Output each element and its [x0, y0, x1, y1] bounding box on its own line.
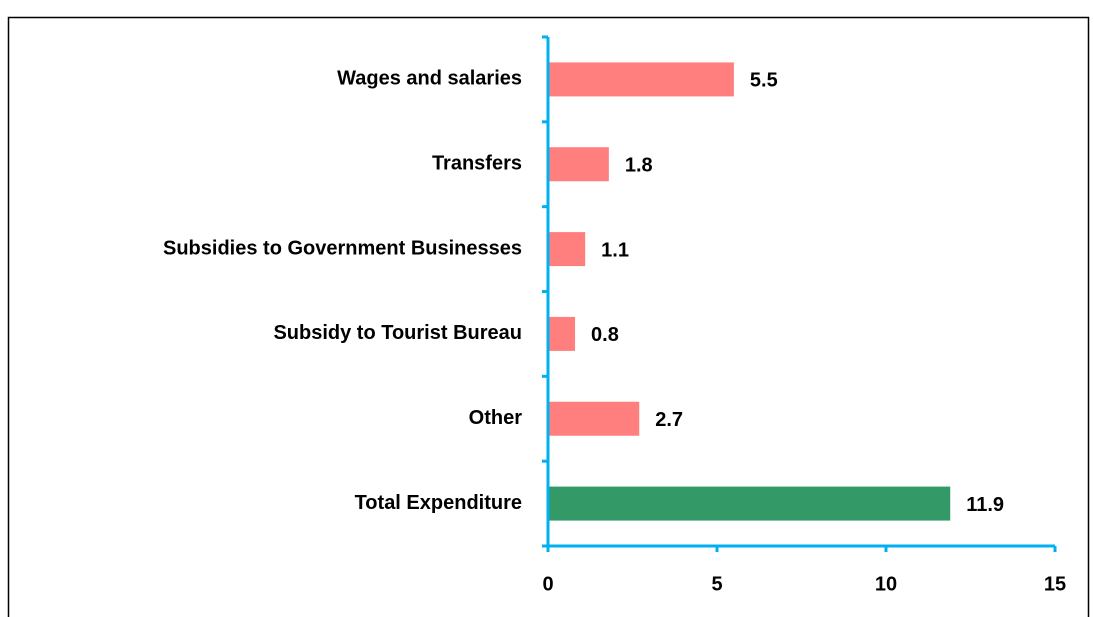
y-tick-label: Transfers: [432, 153, 522, 175]
y-tick-label: Wages and salaries: [337, 68, 522, 90]
bar: [548, 232, 586, 267]
value-label: 1.1: [601, 239, 629, 261]
value-label: 1.8: [625, 155, 653, 177]
value-label: 5.5: [750, 70, 778, 92]
frame: [7, 16, 1090, 617]
y-tick-label: Total Expenditure: [355, 492, 522, 514]
bar: [548, 486, 951, 521]
bar: [548, 147, 609, 182]
y-tick-label: Subsidy to Tourist Bureau: [273, 322, 522, 344]
bar: [548, 62, 734, 97]
bar: [548, 316, 576, 351]
bar: [548, 401, 640, 436]
x-tick-label: 0: [542, 573, 553, 595]
x-tick-label: 5: [711, 573, 722, 595]
value-label: 2.7: [655, 409, 683, 431]
value-label: 11.9: [966, 494, 1004, 516]
y-tick-label: Subsidies to Government Businesses: [163, 237, 522, 259]
y-tick-label: Other: [469, 407, 523, 429]
x-tick-label: 15: [1044, 573, 1066, 595]
value-label: 0.8: [591, 324, 619, 346]
x-tick-label: 10: [875, 573, 897, 595]
